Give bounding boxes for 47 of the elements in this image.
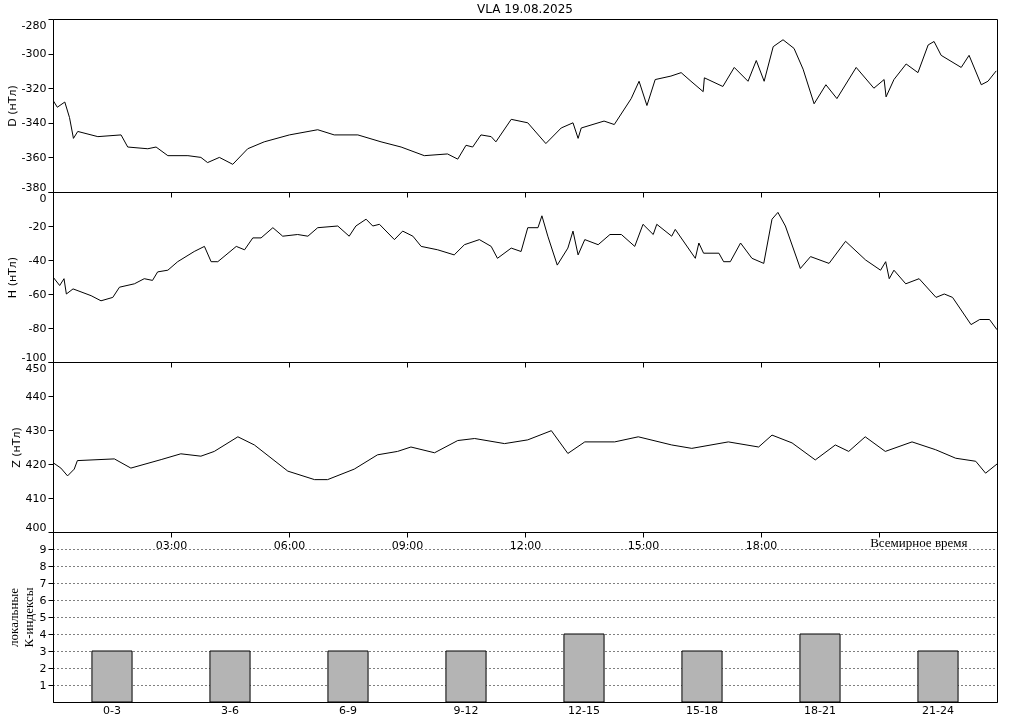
x-tick-label: 9-12: [453, 703, 479, 717]
y-axis-title: H (нТл): [5, 256, 19, 299]
y-tick-label: -300: [21, 47, 47, 61]
y-tick-label: -320: [21, 81, 47, 95]
y-tick-label: -60: [28, 287, 47, 301]
x-tick-label: 0-3: [103, 703, 121, 717]
x-tick-label: 18-21: [804, 703, 836, 717]
y-tick-label: 1: [39, 678, 47, 692]
chart-title: VLA 19.08.2025: [477, 1, 573, 16]
x-tick-label: 03:00: [155, 538, 188, 552]
y-tick-label: -380: [21, 180, 47, 194]
x-tick-label: 06:00: [273, 538, 306, 552]
x-tick-label: 3-6: [221, 703, 239, 717]
y-tick-label: -80: [28, 321, 47, 335]
y-tick-label: 7: [39, 576, 47, 590]
y-tick-label: -100: [21, 350, 47, 364]
y-tick-label: 410: [25, 491, 47, 505]
x-tick-label: 12:00: [509, 538, 542, 552]
y-tick-label: 0: [39, 191, 47, 205]
x-tick-label: 15:00: [627, 538, 660, 552]
x-tick-label: 18:00: [745, 538, 778, 552]
x-tick-label: 21-24: [922, 703, 954, 717]
y-tick-label: 450: [25, 361, 47, 375]
y-tick-label: 2: [39, 661, 47, 675]
y-tick-label: -20: [28, 219, 47, 233]
y-tick-label: -340: [21, 116, 47, 130]
x-axis-title: Всемирное время: [870, 534, 968, 550]
y-tick-label: -280: [21, 18, 47, 32]
y-tick-label: 9: [39, 542, 47, 556]
x-tick-label: 6-9: [339, 703, 357, 717]
y-tick-label: 440: [25, 389, 47, 403]
y-tick-label: 400: [25, 520, 47, 534]
y-tick-label: 6: [39, 593, 47, 607]
y-tick-label: -360: [21, 150, 47, 164]
y-tick-label: 8: [39, 559, 47, 573]
y-tick-label: -40: [28, 253, 47, 267]
y-axis-title: Z (нТл): [9, 427, 23, 468]
y-tick-label: 5: [39, 610, 47, 624]
x-tick-label: 12-15: [568, 703, 600, 717]
y-axis-title: D (нТл): [5, 85, 19, 127]
y-tick-label: 420: [25, 457, 47, 471]
y-tick-label: 4: [39, 627, 47, 641]
x-tick-label: 09:00: [391, 538, 424, 552]
x-tick-label: 15-18: [686, 703, 718, 717]
y-tick-label: 430: [25, 423, 47, 437]
y-tick-label: 3: [39, 644, 47, 658]
y-axis-title: локальные К-индексы: [5, 587, 36, 648]
